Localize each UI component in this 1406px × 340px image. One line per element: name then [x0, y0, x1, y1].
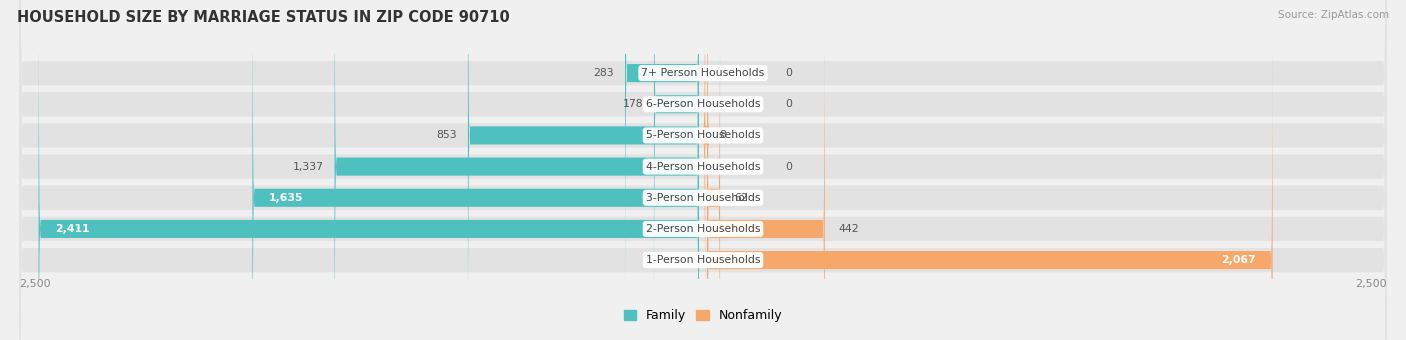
Text: 0: 0 [786, 68, 793, 78]
Text: 1,635: 1,635 [269, 193, 304, 203]
Text: 178: 178 [623, 99, 643, 109]
FancyBboxPatch shape [20, 0, 1386, 340]
Legend: Family, Nonfamily: Family, Nonfamily [624, 309, 782, 322]
FancyBboxPatch shape [468, 0, 699, 340]
Text: 2,500: 2,500 [20, 279, 51, 289]
FancyBboxPatch shape [703, 0, 710, 340]
Text: 3-Person Households: 3-Person Households [645, 193, 761, 203]
Text: 1-Person Households: 1-Person Households [645, 255, 761, 265]
Text: 853: 853 [436, 131, 457, 140]
Text: 62: 62 [734, 193, 748, 203]
FancyBboxPatch shape [20, 0, 1386, 340]
FancyBboxPatch shape [335, 0, 699, 340]
Text: 2-Person Households: 2-Person Households [645, 224, 761, 234]
FancyBboxPatch shape [20, 0, 1386, 340]
Text: 2,067: 2,067 [1222, 255, 1256, 265]
FancyBboxPatch shape [20, 0, 1386, 340]
FancyBboxPatch shape [38, 0, 699, 340]
Text: Source: ZipAtlas.com: Source: ZipAtlas.com [1278, 10, 1389, 20]
Text: 1,337: 1,337 [292, 162, 323, 172]
Text: 5-Person Households: 5-Person Households [645, 131, 761, 140]
Text: 8: 8 [718, 131, 725, 140]
FancyBboxPatch shape [707, 0, 720, 340]
Text: 2,500: 2,500 [1355, 279, 1386, 289]
Text: 283: 283 [593, 68, 614, 78]
Text: 4-Person Households: 4-Person Households [645, 162, 761, 172]
Text: 442: 442 [838, 224, 859, 234]
Text: 2,411: 2,411 [55, 224, 90, 234]
FancyBboxPatch shape [20, 0, 1386, 340]
FancyBboxPatch shape [654, 0, 699, 340]
FancyBboxPatch shape [626, 0, 699, 313]
Text: 7+ Person Households: 7+ Person Households [641, 68, 765, 78]
FancyBboxPatch shape [707, 20, 1272, 340]
FancyBboxPatch shape [253, 0, 699, 340]
FancyBboxPatch shape [707, 0, 825, 340]
Text: 0: 0 [786, 99, 793, 109]
Text: HOUSEHOLD SIZE BY MARRIAGE STATUS IN ZIP CODE 90710: HOUSEHOLD SIZE BY MARRIAGE STATUS IN ZIP… [17, 10, 509, 25]
FancyBboxPatch shape [20, 0, 1386, 340]
Text: 6-Person Households: 6-Person Households [645, 99, 761, 109]
Text: 0: 0 [786, 162, 793, 172]
FancyBboxPatch shape [20, 0, 1386, 340]
